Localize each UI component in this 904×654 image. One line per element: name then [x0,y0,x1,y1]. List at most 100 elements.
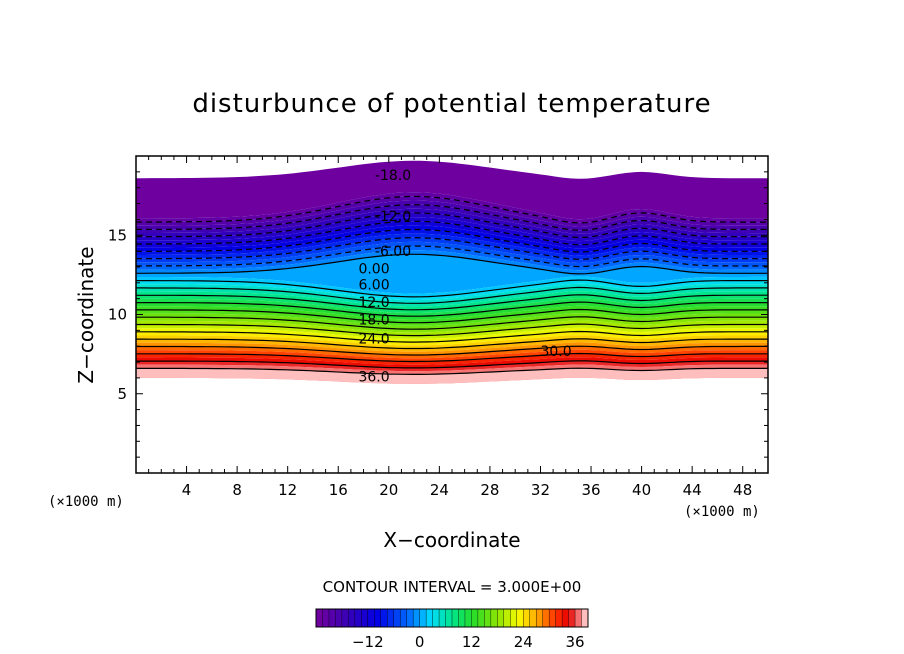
colorbar-swatch [348,608,356,628]
colorbar-swatch [471,608,479,628]
x-tick-label: 32 [531,481,550,499]
contour-interval-text: CONTOUR INTERVAL = 3.000E+00 [323,578,582,596]
contour-band [136,368,768,384]
contour-line [136,367,768,375]
colorbar-tick-label: −12 [352,633,384,651]
contour-line [136,360,768,369]
colorbar-swatch [335,608,343,628]
colorbar-swatch [399,608,408,628]
contour-line [136,195,768,224]
colorbar-swatch [503,608,511,628]
x-tick-label: 24 [430,481,449,499]
colorbar-swatch [516,608,524,628]
contour-lines [136,195,768,375]
contour-line [136,204,768,231]
x-tick-label: 12 [278,481,297,499]
colorbar-swatch [367,608,375,628]
contour-band [136,241,768,267]
contour-band [136,298,768,317]
contour-line [136,245,768,268]
colorbar-swatch [555,608,563,628]
colorbar-swatch [425,608,434,628]
contour-band [136,160,768,220]
contour-label: 36.0 [358,369,389,385]
x-axis-title: X−coordinate [383,528,520,552]
contour-band [136,217,768,245]
contour-line [136,301,768,317]
colorbar-swatch [380,608,388,628]
contour-band [136,196,768,227]
contour-band [136,320,768,336]
contour-band [136,204,768,234]
colorbar-swatch [322,608,330,628]
contour-band [136,250,768,274]
contour-band [136,233,768,260]
contour-band [136,287,768,307]
contour-label: 24.0 [358,331,389,347]
colorbar-swatch [542,608,550,628]
y-tick-label: 10 [108,306,127,324]
contour-band [136,327,768,343]
colorbar-swatch [406,608,414,628]
x-tick-label: 44 [683,481,702,499]
colorbar-swatch [561,608,570,628]
contour-line [136,316,768,330]
contour-band [136,313,768,330]
x-tick-label: 40 [632,481,651,499]
colorbar-swatch [354,608,362,628]
contour-line [136,323,768,337]
contour-label: -12.0 [375,209,411,225]
contour-label: 18.0 [358,312,389,328]
contour-band [136,335,768,349]
x-tick-label: 8 [232,481,242,499]
colorbar-tick-label: 24 [514,633,533,651]
colorbar-swatch [393,608,401,628]
colorbar-swatch [568,608,576,628]
colorbar-swatch [497,608,505,628]
contour-label: -6.00 [375,244,411,260]
x-tick-label: 16 [329,481,348,499]
contour-band [136,237,768,263]
colorbar-swatch [315,608,323,628]
colorbar-swatch [341,608,349,628]
contour-line [136,228,768,253]
y-tick-label: 5 [117,385,127,403]
contour-band [136,357,768,368]
colorbar-swatch [387,608,395,628]
colorbar-swatch [328,608,336,628]
contour-band [136,349,768,362]
contour-band [136,221,768,249]
contour-band [136,342,768,355]
contour-band [136,280,768,301]
colorbar-swatch [574,608,583,628]
colorbar-swatch [451,608,459,628]
contour-line [136,294,768,311]
contour-line [136,253,768,275]
contour-line [136,220,768,246]
contour-line [136,308,768,324]
contour-line [136,237,768,260]
colorbar-swatch [477,608,485,628]
colorbar-swatch [464,608,472,628]
contour-line [136,286,768,304]
colorbar-swatch [510,608,518,628]
contour-band [136,212,768,242]
colorbar-swatch [445,608,453,628]
contour-band [136,276,768,297]
colorbar-tick-label: 36 [566,633,585,651]
contour-line [136,212,768,239]
contour-line [136,352,768,363]
contour-band [136,291,768,310]
colorbar-swatch [374,608,382,628]
x-tick-label: 48 [733,481,752,499]
x-tick-label: 20 [379,481,398,499]
contour-band [136,192,768,223]
x-right-unit-label: (×1000 m) [684,504,760,520]
contour-band [136,229,768,256]
colorbar-swatch [458,608,466,628]
y-axis: 5 10 15 [108,171,768,458]
colorbar-swatch [529,608,537,628]
contour-label: 30.0 [540,344,571,360]
y-tick-label: 15 [108,226,127,244]
colorbar-swatch [484,608,492,628]
